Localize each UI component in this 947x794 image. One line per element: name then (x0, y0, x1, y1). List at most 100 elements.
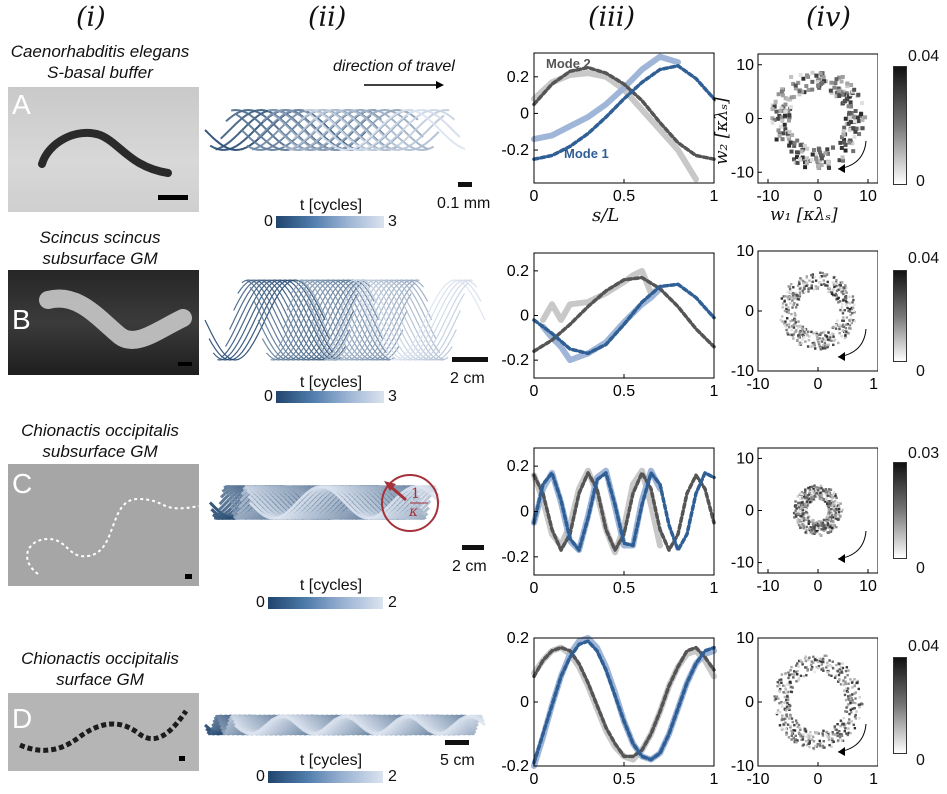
heatmap-cell (844, 727, 847, 730)
heatmap-cell (828, 735, 831, 738)
heatmap-cell (831, 516, 835, 519)
y-tick-label: 0 (520, 694, 529, 711)
y-tick-label: -10 (731, 758, 754, 775)
heatmap-cell (818, 337, 821, 340)
heatmap-cell (807, 521, 810, 524)
heatmap-cell (838, 668, 842, 671)
heatmap-cell (827, 738, 831, 742)
heatmap-cell (811, 738, 814, 741)
heatmap-cell (785, 713, 788, 716)
heatmap-cell (805, 276, 808, 280)
heatmap-cell (835, 728, 838, 732)
series-line-mode-1 (532, 64, 716, 161)
heatmap-cell (823, 151, 828, 156)
heatmap-cell (849, 313, 852, 317)
heatmap-cell (802, 733, 805, 736)
heatmap-cell (786, 290, 789, 293)
heatmap-cell (842, 292, 845, 296)
heatmap-cell (846, 322, 849, 326)
s-over-l-axis-label: s/L (592, 205, 620, 226)
heatmap-cell (819, 276, 822, 279)
row-b-colorbar (276, 391, 384, 403)
rotation-arrowhead (838, 352, 845, 361)
heatmap-cell (809, 731, 812, 734)
heatmap-cell (806, 669, 809, 672)
heatmap-cell (804, 495, 807, 499)
heatmap-cell (847, 682, 850, 685)
row-a-midlines (204, 108, 466, 152)
heatmap-cell (784, 687, 787, 690)
heatmap-cell (834, 323, 838, 327)
heatmap-cell (815, 492, 818, 495)
heatmap-cell (809, 530, 813, 534)
midline-track (241, 279, 363, 361)
heatmap-cell (821, 746, 825, 749)
heatmap-cell (785, 303, 788, 307)
row-c-colorbar-min: 0 (256, 594, 265, 611)
heatmap-cell (785, 134, 790, 139)
heatmap-cell (831, 731, 834, 734)
heatmap-cell (779, 115, 784, 120)
heatmap-cell (805, 512, 808, 516)
heatmap-cell (838, 671, 842, 675)
heatmap-cell (805, 525, 808, 529)
heatmap-cell (842, 325, 846, 329)
heatmap-cell (775, 711, 779, 715)
heatmap-cell (851, 301, 854, 304)
heatmap-cell (819, 333, 822, 337)
heatmap-cell (812, 526, 815, 529)
heatmap-cell (840, 671, 843, 674)
heatmap-cell (792, 94, 797, 99)
heatmap-cell (784, 728, 788, 731)
heatmap-cell (798, 333, 801, 336)
curvature-denominator: κ (409, 504, 419, 520)
midline-track (294, 279, 416, 361)
heatmap-cell (848, 327, 851, 330)
heatmap-cell (801, 338, 804, 341)
heatmap-cell (826, 494, 830, 497)
heatmap-cell (804, 156, 809, 161)
heatmap-cell (780, 705, 784, 708)
heatmap-cell (778, 711, 782, 714)
heatmap-cell (796, 303, 799, 306)
heatmap-cell (841, 319, 844, 322)
heatmap-cell (819, 495, 822, 498)
heatmap-cell (837, 518, 840, 521)
heatmap-cell (817, 340, 820, 344)
heatmap-cell (818, 345, 822, 349)
heatmap-cell (804, 340, 807, 343)
heatmap-cell (792, 326, 796, 329)
heatmap-cell (830, 502, 833, 505)
heatmap-cell (783, 109, 788, 114)
x-tick-label: 10 (859, 578, 877, 595)
heatmap-cell (857, 132, 862, 137)
heatmap-cell (839, 502, 842, 505)
heatmap-cell (816, 338, 820, 342)
heatmap-cell (781, 104, 786, 109)
heatmap-cell (802, 146, 807, 151)
heatmap-cell (838, 662, 841, 666)
y-tick-label: 0 (745, 694, 754, 711)
heatmap-cell (801, 663, 804, 666)
heatmap-cell (830, 512, 833, 515)
heatmap-cell (812, 492, 815, 496)
heatmap-cell (783, 695, 787, 699)
heatmap-cell (851, 149, 856, 154)
heatmap-cell (773, 695, 776, 698)
heatmap-cell (835, 294, 838, 297)
heatmap-cell (803, 331, 806, 334)
midline-track (319, 279, 441, 361)
heatmap-cell (796, 495, 800, 498)
heatmap-cell (828, 488, 831, 491)
heatmap-cell (847, 309, 850, 313)
heatmap-cell (850, 306, 854, 310)
heatmap-cell (819, 81, 824, 86)
heatmap-cell (780, 703, 784, 707)
heatmap-cell (794, 330, 798, 333)
heatmap-cell (801, 331, 805, 334)
curvature-circle (381, 474, 439, 532)
heatmap-cell (823, 654, 827, 657)
heatmap-cell (791, 294, 795, 298)
heatmap-cell (793, 516, 796, 519)
plot-frame (757, 447, 878, 574)
